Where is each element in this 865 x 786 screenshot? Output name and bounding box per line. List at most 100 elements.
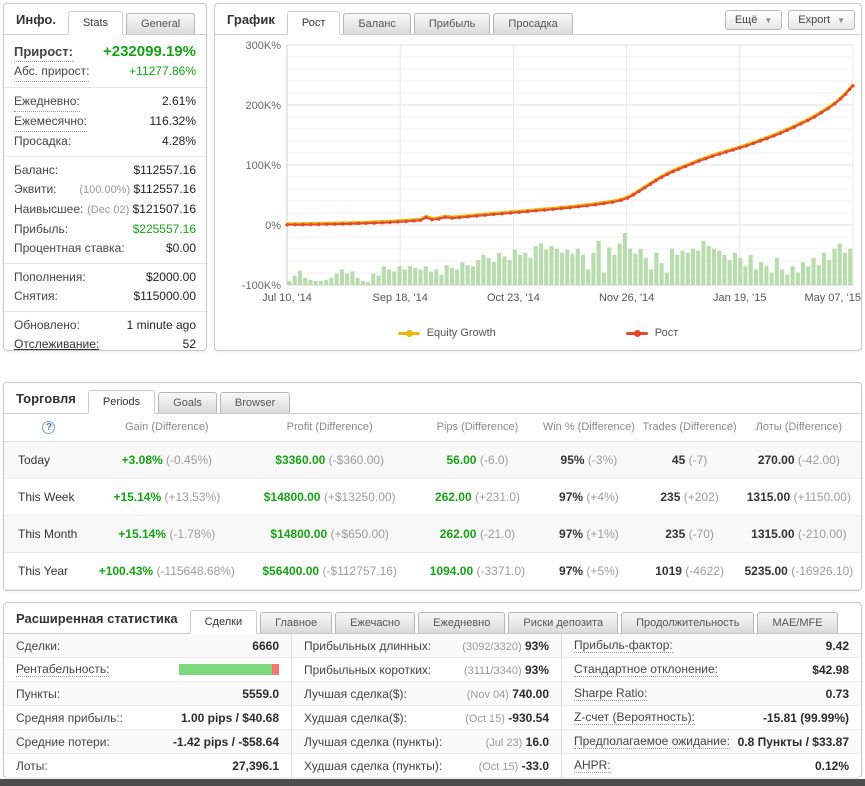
- tab-general[interactable]: General: [126, 13, 196, 34]
- tracking-link[interactable]: Отслеживание:: [14, 337, 100, 351]
- withdrawals-row: Снятия: $115000.00: [14, 287, 196, 306]
- interest-value: $0.00: [165, 241, 196, 255]
- svg-text:0%: 0%: [265, 220, 281, 232]
- gain-value: +232099.19%: [102, 43, 196, 60]
- tab-trades[interactable]: Сделки: [189, 610, 258, 634]
- monthly-row: Ежемесячно: 116.32%: [14, 112, 196, 132]
- tab-profit[interactable]: Прибыль: [413, 13, 491, 34]
- interest-label: Процентная ставка:: [14, 241, 125, 255]
- col-win: Win % (Difference): [535, 414, 643, 442]
- gain-row: Прирост: +232099.19%: [14, 42, 196, 62]
- stat-row-expectancy: Предполагаемое ожидание: 0.8 Пункты / $3…: [562, 730, 861, 754]
- monthly-label: Ежемесячно:: [14, 112, 88, 132]
- updated-value: 1 minute ago: [126, 318, 196, 332]
- daily-row: Ежедневно: 2.61%: [14, 92, 196, 112]
- stat-row-worst-trade-usd: Худшая сделка($): (Oct 15) -930.54: [292, 706, 561, 730]
- svg-text:-100K%: -100K%: [242, 280, 281, 292]
- stat-row-avg-win: Средняя прибыль:: 1.00 pips / $40.68: [4, 706, 291, 730]
- divider: [4, 156, 206, 157]
- profitability-bar-red: [272, 664, 279, 675]
- extended-stats-header: Расширенная статистика Сделки Главное Еж…: [4, 603, 861, 634]
- stat-row-worst-trade-pips: Худшая сделка (пункты): (Oct 15) -33.0: [292, 754, 561, 778]
- trading-panel-header: Торговля Periods Goals Browser: [4, 383, 861, 414]
- equity-value: (100.00%) $112557.16: [79, 182, 196, 196]
- tab-deposit-risks[interactable]: Риски депозита: [508, 612, 619, 633]
- tracking-value: 52: [182, 337, 196, 351]
- chart-body: 300K% 200K% 100K% 0% -100K% Jul 10, '14 Sep 18…: [215, 35, 861, 339]
- table-row-this-week: This Week +15.14% (+13.53%) $14800.00 (+…: [4, 478, 861, 516]
- profitability-bar: [179, 664, 279, 675]
- chevron-down-icon: ▼: [764, 15, 773, 25]
- divider: [4, 311, 206, 312]
- divider: [4, 263, 206, 264]
- chart-panel-header: График Рост Баланс Прибыль Просадка Ещё ▼…: [215, 4, 861, 35]
- daily-label: Ежедневно:: [14, 92, 80, 112]
- svg-text:100K%: 100K%: [246, 160, 282, 172]
- chart-legend: Equity Growth Рост: [215, 326, 861, 339]
- table-row-today: Today +3.08% (-0.45%) $3360.00 (-$360.00…: [4, 441, 861, 479]
- equity-growth-marker-icon: [397, 329, 420, 337]
- export-button[interactable]: Export ▼: [788, 10, 855, 30]
- chart-header-buttons: Ещё ▼ Export ▼: [724, 10, 855, 34]
- trading-panel: Торговля Periods Goals Browser ? Gain (D…: [3, 382, 862, 591]
- tracking-row: Отслеживание: 52: [14, 335, 196, 354]
- abs-gain-row: Абс. прирост: +11277.86%: [14, 62, 196, 82]
- profit-row: Прибыль: $225557.16: [14, 220, 196, 239]
- col-profit: Profit (Difference): [239, 414, 420, 442]
- svg-text:Sep 18, '14: Sep 18, '14: [373, 292, 428, 304]
- svg-text:300K%: 300K%: [246, 40, 282, 52]
- stat-row-ahpr: AHPR: 0.12%: [562, 754, 861, 778]
- chart-tabs: Рост Баланс Прибыль Просадка: [286, 11, 576, 35]
- tab-main[interactable]: Главное: [260, 612, 333, 633]
- svg-text:200K%: 200K%: [246, 100, 282, 112]
- extended-stats-title: Расширенная статистика: [16, 611, 178, 626]
- stat-row-avg-loss: Средние потери: -1.42 pips / -$58.64: [4, 730, 291, 754]
- growth-marker-icon: [625, 329, 648, 337]
- tab-balance[interactable]: Баланс: [343, 13, 411, 34]
- legend-item-equity-growth[interactable]: Equity Growth: [397, 327, 496, 339]
- tab-daily[interactable]: Ежедневно: [418, 612, 506, 633]
- highest-label: Наивысшее:: [14, 202, 84, 216]
- stat-row-best-trade-usd: Лучшая сделка($): (Nov 04) 740.00: [292, 682, 561, 706]
- svg-text:Jan 19, '15: Jan 19, '15: [713, 292, 766, 304]
- tab-stats[interactable]: Stats: [67, 11, 124, 35]
- deposits-row: Пополнения: $2000.00: [14, 268, 196, 287]
- equity-label: Эквити:: [14, 182, 57, 196]
- tab-mae-mfe[interactable]: MAE/MFE: [757, 612, 838, 633]
- tab-drawdown[interactable]: Просадка: [493, 13, 573, 34]
- svg-text:Oct 23, '14: Oct 23, '14: [487, 292, 540, 304]
- tab-growth[interactable]: Рост: [286, 11, 341, 35]
- trading-tabs: Periods Goals Browser: [87, 390, 293, 414]
- stat-row-short-wins: Прибыльных коротких: (3111/3340) 93%: [292, 658, 561, 682]
- legend-item-growth[interactable]: Рост: [625, 327, 678, 339]
- stat-row-zscore: Z-счет (Вероятность): -15.81 (99.99%): [562, 706, 861, 730]
- deposits-value: $2000.00: [145, 270, 196, 284]
- updated-row: Обновлено: 1 minute ago: [14, 316, 196, 335]
- col-lots: Лоты (Difference): [736, 414, 861, 442]
- table-row-this-year: This Year +100.43% (-115648.68%) $56400.…: [4, 552, 861, 590]
- profit-value: $225557.16: [132, 222, 196, 236]
- monthly-value: 116.32%: [149, 114, 196, 128]
- info-panel-header: Инфо. Stats General: [4, 4, 206, 35]
- tab-duration[interactable]: Продолжительность: [621, 612, 755, 633]
- stat-row-profitability: Рентабельность:: [4, 658, 291, 682]
- col-pips: Pips (Difference): [419, 414, 536, 442]
- tab-browser[interactable]: Browser: [219, 392, 291, 413]
- help-icon[interactable]: ?: [42, 420, 56, 434]
- daily-value: 2.61%: [161, 94, 196, 108]
- table-row-this-month: This Month +15.14% (-1.78%) $14800.00 (+…: [4, 515, 861, 553]
- more-button[interactable]: Ещё ▼: [724, 10, 783, 30]
- stat-row-best-trade-pips: Лучшая сделка (пункты): (Jul 23) 16.0: [292, 730, 561, 754]
- divider: [4, 87, 206, 88]
- chevron-down-icon: ▼: [837, 15, 845, 25]
- tab-goals[interactable]: Goals: [158, 392, 217, 413]
- drawdown-label: Просадка:: [14, 134, 72, 148]
- stats-column-3: Прибыль-фактор: 9.42 Стандартное отклоне…: [561, 634, 861, 778]
- svg-text:Nov 26, '14: Nov 26, '14: [599, 292, 654, 304]
- tab-periods[interactable]: Periods: [87, 390, 156, 414]
- stats-column-1: Сделки: 6660 Рентабельность: Пункты: 555…: [4, 634, 291, 778]
- stat-row-lots: Лоты: 27,396.1: [4, 754, 291, 778]
- equity-row: Эквити: (100.00%) $112557.16: [14, 180, 196, 200]
- tab-hourly[interactable]: Ежечасно: [335, 612, 416, 633]
